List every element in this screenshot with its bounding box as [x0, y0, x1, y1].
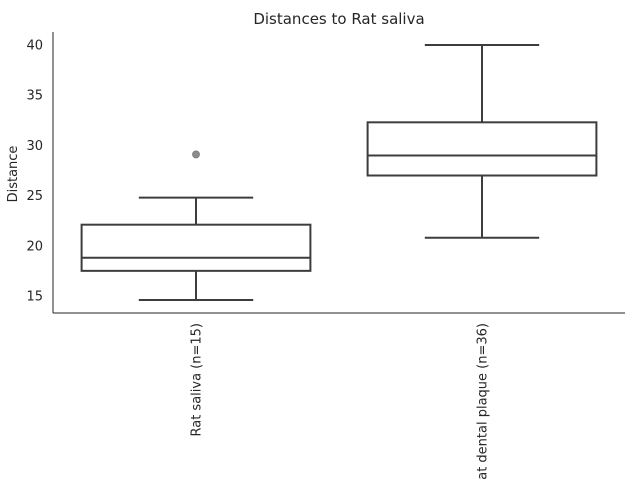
y-tick-label: 30	[26, 139, 43, 154]
y-axis-label: Distance	[6, 146, 21, 203]
chart-title: Distances to Rat saliva	[253, 10, 424, 28]
box	[366, 121, 598, 177]
y-tick-label: 25	[26, 189, 43, 204]
y-tick-label: 20	[26, 239, 43, 254]
x-tick-label: Rat dental plaque (n=36)	[476, 323, 491, 480]
y-tick-label: 40	[26, 39, 43, 54]
outlier-point	[192, 150, 200, 159]
box	[80, 223, 312, 272]
y-tick-label: 35	[26, 89, 43, 104]
plot-area: 15 20 25 30 35 40 Rat saliva (n=15) Rat dental …	[26, 32, 625, 480]
y-tick-label: 15	[26, 289, 43, 304]
x-tick-label: Rat saliva (n=15)	[190, 323, 205, 437]
